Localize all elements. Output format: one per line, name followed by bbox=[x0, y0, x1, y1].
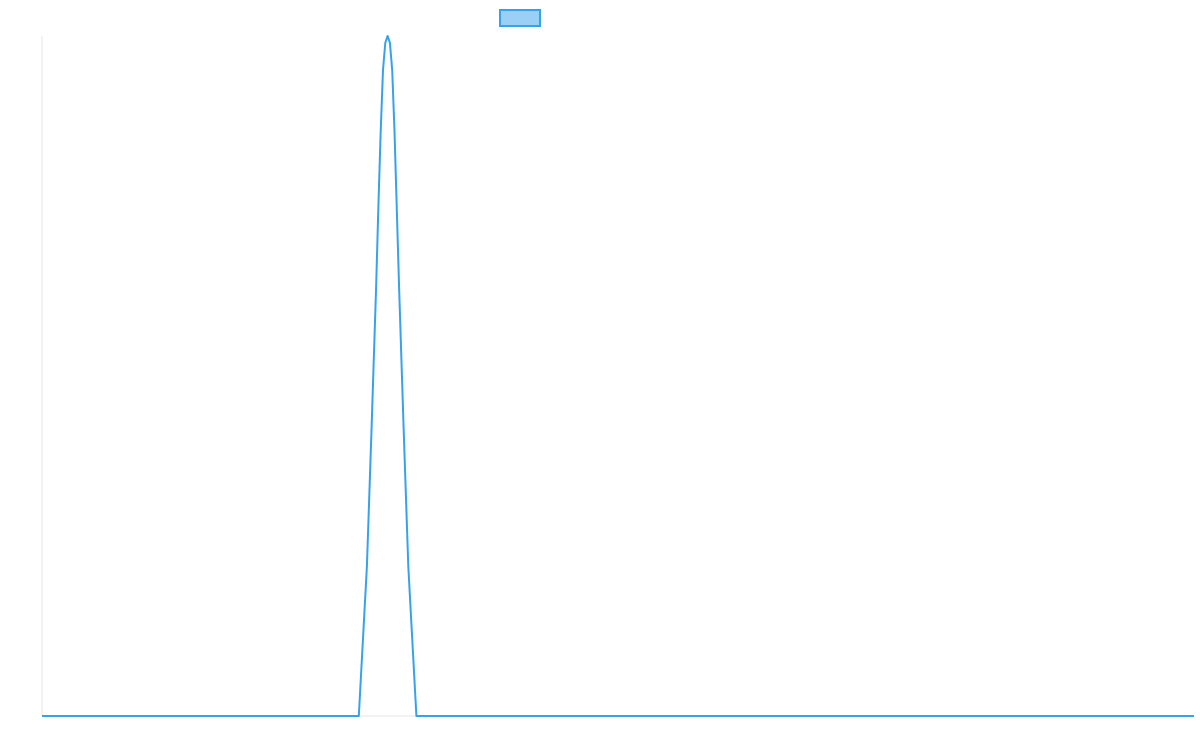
series-line-0 bbox=[42, 35, 1194, 717]
legend[interactable] bbox=[499, 9, 541, 27]
legend-swatch[interactable] bbox=[499, 9, 541, 27]
axes bbox=[41, 36, 1194, 717]
plot-area bbox=[42, 35, 1194, 717]
